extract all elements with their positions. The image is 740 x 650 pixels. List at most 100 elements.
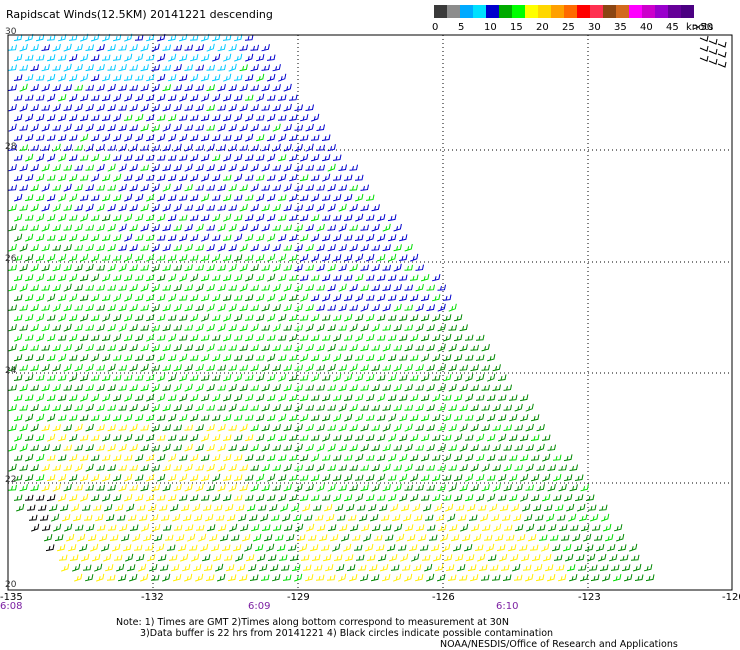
wind-barb xyxy=(217,84,226,92)
wind-barb xyxy=(112,314,122,322)
wind-barb xyxy=(30,164,39,172)
wind-barb xyxy=(210,544,220,552)
wind-barb xyxy=(134,294,144,302)
wind-barb xyxy=(145,174,155,181)
wind-barb xyxy=(518,544,528,551)
wind-barb xyxy=(349,184,358,191)
wind-barb xyxy=(13,154,23,161)
wind-barb xyxy=(179,133,188,142)
wind-barb xyxy=(228,383,237,392)
wind-barb xyxy=(382,384,391,391)
wind-barb xyxy=(255,294,265,302)
wind-barb xyxy=(338,364,347,371)
wind-barb xyxy=(283,404,292,411)
wind-barb xyxy=(156,254,166,261)
wind-barb xyxy=(708,38,718,45)
wind-barb xyxy=(272,404,281,412)
wind-barb xyxy=(343,274,353,281)
wind-barb xyxy=(360,443,369,452)
wind-barb xyxy=(8,184,17,191)
wind-barb xyxy=(41,324,50,332)
wind-barb xyxy=(19,484,28,492)
wind-barb xyxy=(288,234,298,242)
wind-barb xyxy=(398,334,408,341)
wind-barb xyxy=(379,564,389,572)
wind-barb xyxy=(129,384,138,392)
wind-barb xyxy=(79,194,89,201)
wind-barb xyxy=(151,464,160,471)
wind-barb xyxy=(382,284,391,291)
wind-barb xyxy=(24,334,34,341)
wind-barb xyxy=(699,55,709,62)
wind-barb xyxy=(335,564,345,572)
wind-barb xyxy=(497,394,507,401)
wind-barb xyxy=(147,504,157,512)
wind-barb xyxy=(447,513,456,522)
wind-barb xyxy=(386,544,396,552)
wind-barb xyxy=(36,194,45,202)
wind-barb xyxy=(30,64,39,72)
wind-barb xyxy=(294,264,303,272)
wind-barb xyxy=(63,84,72,92)
wind-barb xyxy=(288,193,298,202)
wind-barb xyxy=(376,414,386,421)
wind-barb xyxy=(13,354,23,362)
wind-barb xyxy=(233,394,243,402)
wind-barb xyxy=(213,504,223,511)
wind-barb xyxy=(595,544,605,552)
wind-barb xyxy=(157,133,166,142)
wind-barb xyxy=(118,443,127,452)
wind-barb xyxy=(134,74,144,81)
wind-barb xyxy=(228,483,237,492)
wind-barb xyxy=(437,303,446,312)
wind-barb xyxy=(465,393,474,402)
wind-barb xyxy=(151,344,160,352)
wind-barb xyxy=(316,463,325,472)
wind-barb xyxy=(223,153,232,162)
wind-barb xyxy=(717,61,727,68)
wind-barb xyxy=(112,234,122,242)
wind-barb xyxy=(222,474,232,481)
wind-barb xyxy=(244,374,254,381)
wind-barb xyxy=(164,534,174,541)
wind-barb xyxy=(74,343,83,352)
wind-barb xyxy=(66,533,75,542)
wind-barb xyxy=(190,273,199,282)
wind-barb xyxy=(531,554,541,562)
wind-barb xyxy=(41,464,50,472)
wind-barb xyxy=(134,214,144,222)
wind-barb xyxy=(250,404,259,411)
wind-barb xyxy=(228,403,237,412)
wind-barb xyxy=(167,494,177,502)
wind-barb xyxy=(30,263,39,272)
colorbar-tick-label: 45 xyxy=(666,22,679,33)
wind-barb xyxy=(52,284,61,292)
wind-barb xyxy=(228,303,237,312)
wind-barb xyxy=(566,564,576,572)
wind-barb xyxy=(316,404,325,411)
wind-barb xyxy=(151,243,160,252)
colorbar-swatch xyxy=(525,5,538,18)
wind-barb xyxy=(145,494,155,502)
wind-barb xyxy=(19,43,28,52)
wind-barb xyxy=(116,514,126,521)
wind-barb xyxy=(118,143,127,152)
wind-barb xyxy=(305,404,314,411)
wind-barb xyxy=(189,434,199,442)
wind-barb xyxy=(35,134,45,141)
wind-barb xyxy=(277,434,287,442)
wind-barb xyxy=(360,464,369,471)
wind-barb xyxy=(192,503,201,512)
wind-barb xyxy=(64,523,73,532)
wind-barb xyxy=(328,524,337,532)
wind-barb xyxy=(52,344,61,352)
wind-barb xyxy=(645,574,655,582)
wind-barb xyxy=(185,524,194,532)
wind-barb xyxy=(300,214,309,222)
wind-barb xyxy=(91,353,100,362)
wind-barb xyxy=(266,174,276,181)
wind-barb xyxy=(311,373,320,382)
wind-barb xyxy=(244,273,254,282)
wind-barb xyxy=(261,404,270,412)
wind-barb xyxy=(321,494,331,501)
